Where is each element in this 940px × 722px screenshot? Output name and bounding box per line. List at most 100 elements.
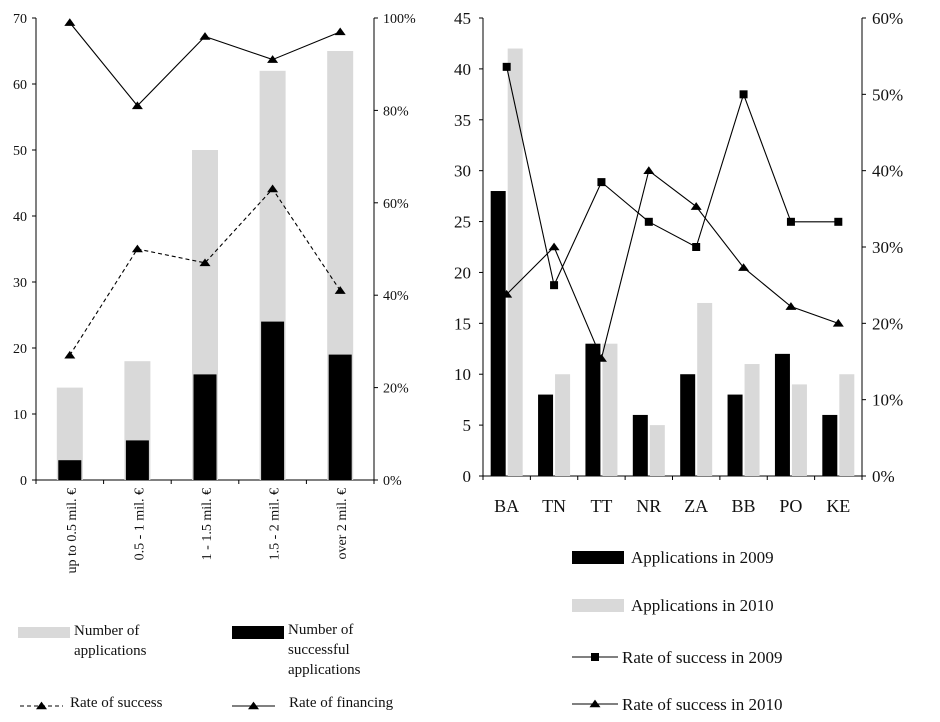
right-chart-success-2010-marker <box>832 318 844 327</box>
right-chart-y2-tick-label: 50% <box>872 85 903 104</box>
right-chart-success-2010-marker <box>690 202 702 210</box>
right-chart-success-2009-marker <box>550 281 559 290</box>
left-chart-success-rate-marker <box>199 258 211 267</box>
right-legend-2009-swatch <box>572 551 624 564</box>
right-chart-y2-tick-label: 60% <box>872 9 903 28</box>
right-chart-2010-bar <box>649 425 665 476</box>
right-chart-success-2010-marker <box>595 354 607 362</box>
left-legend-applications-label: applications <box>74 643 147 659</box>
right-chart-category-label: BB <box>732 496 756 516</box>
right-chart-y-tick-label: 15 <box>454 314 471 333</box>
left-chart-success-rate-marker <box>64 350 76 359</box>
left-chart-financing-rate-marker <box>131 101 143 110</box>
left-chart-successful-bar <box>193 374 217 480</box>
right-chart-category-label: NR <box>636 496 661 516</box>
left-legend-successful-label: applications <box>288 662 361 678</box>
left-chart-category-label: over 2 mil. € <box>335 488 350 560</box>
left-chart-y-tick-label: 70 <box>13 12 27 27</box>
right-chart-y2-tick-label: 10% <box>872 391 903 410</box>
right-legend-success-2009-label: Rate of success in 2009 <box>622 648 783 667</box>
left-chart-y2-tick-label: 40% <box>383 289 409 304</box>
right-chart-2010-bar <box>507 48 523 477</box>
left-chart-y-tick-label: 10 <box>13 408 27 423</box>
right-chart-success-2009-marker <box>502 62 511 71</box>
left-chart-y2-tick-label: 100% <box>383 12 416 27</box>
right-chart-y-tick-label: 40 <box>454 60 471 79</box>
right-chart-2009-bar <box>727 394 743 476</box>
right-chart-category-label: TT <box>590 496 612 516</box>
right-chart-success-2009-marker <box>644 217 653 226</box>
right-legend-success-2010-label: Rate of success in 2010 <box>622 695 783 714</box>
left-legend-successful-swatch <box>232 626 284 639</box>
left-legend-success-marker <box>36 701 47 710</box>
right-chart-y2-tick-label: 30% <box>872 238 903 257</box>
right-chart-y-tick-label: 20 <box>454 263 471 282</box>
right-chart-2009-bar <box>490 191 506 476</box>
left-chart-y2-tick-label: 80% <box>383 104 409 119</box>
right-chart-2009-bar <box>585 343 601 476</box>
right-chart-y2-tick-label: 20% <box>872 314 903 333</box>
right-chart-category-label: ZA <box>684 496 708 516</box>
right-chart-success-2010-marker <box>643 166 655 174</box>
right-chart-success-2009-marker <box>834 217 843 226</box>
right-chart-2009-bar <box>632 414 648 476</box>
left-chart-y-tick-label: 50 <box>13 144 27 159</box>
right-chart-2010-bar <box>839 374 855 476</box>
right-legend-success-2010-marker <box>589 699 601 708</box>
left-chart-financing-rate-marker <box>267 55 279 63</box>
right-chart-2010-bar <box>602 343 618 476</box>
left-legend-successful-label: Number of <box>288 622 353 638</box>
left-chart-y-tick-label: 0 <box>20 474 27 489</box>
left-chart-category-label: 1 - 1.5 mil. € <box>200 488 215 560</box>
left-chart-y2-tick-label: 0% <box>383 474 402 489</box>
right-chart-y-tick-label: 45 <box>454 9 471 28</box>
right-chart-category-label: PO <box>779 496 802 516</box>
right-chart-success-2010-marker <box>501 289 513 298</box>
right-chart-y2-tick-label: 0% <box>872 467 895 486</box>
right-chart-success-2009-marker <box>597 178 606 187</box>
left-chart-financing-rate-marker <box>199 32 211 40</box>
right-chart-success-2009-marker <box>692 243 701 251</box>
right-chart-y-tick-label: 5 <box>463 416 472 435</box>
right-chart-success-2010-marker <box>738 263 750 271</box>
left-chart-category-label: up to 0.5 mil. € <box>65 488 80 574</box>
left-legend-success-label: Rate of success <box>70 695 163 711</box>
left-chart-financing-rate-marker <box>334 27 346 36</box>
right-legend-2010-label: Applications in 2010 <box>631 596 774 615</box>
right-chart-2009-bar <box>774 353 790 476</box>
left-chart-success-rate-marker <box>334 286 346 294</box>
right-chart-2009-bar <box>538 394 554 476</box>
left-chart-y-tick-label: 30 <box>13 276 27 291</box>
right-chart-y-tick-label: 35 <box>454 111 471 130</box>
left-chart-y2-tick-label: 60% <box>383 197 409 212</box>
left-chart: 0 10 20 30 40 50 60 70 0% 20% 40% 60% 80% 100% up to 0… <box>13 12 416 711</box>
right-chart-2009-bar <box>680 374 696 476</box>
right-chart-2010-bar <box>791 384 807 476</box>
right-chart-success-2009-marker <box>786 217 795 226</box>
right-legend-success-2009-marker <box>591 653 599 661</box>
left-chart-category-label: 1.5 - 2 mil. € <box>268 488 283 560</box>
left-chart-successful-bar <box>125 440 149 480</box>
left-legend-applications-label: Number of <box>74 623 139 639</box>
right-legend-2009-label: Applications in 2009 <box>631 548 774 567</box>
left-chart-y-tick-label: 40 <box>13 210 27 225</box>
left-chart-y-tick-label: 60 <box>13 78 27 93</box>
left-legend-financing-marker <box>248 701 259 710</box>
right-chart-2009-bar <box>822 414 838 476</box>
right-chart-2010-bar <box>744 364 760 476</box>
left-chart-successful-bar <box>328 354 352 480</box>
right-chart-y-tick-label: 30 <box>454 162 471 181</box>
right-chart-y-tick-label: 10 <box>454 365 471 384</box>
left-chart-success-rate-marker <box>267 184 279 193</box>
left-chart-successful-bar <box>58 460 82 480</box>
left-chart-successful-bar <box>261 321 285 480</box>
right-chart-success-2009-marker <box>739 90 748 99</box>
right-chart-category-label: BA <box>494 496 519 516</box>
right-chart-success-2009-line <box>506 66 839 287</box>
left-legend-successful-label: successful <box>288 642 350 658</box>
left-legend-financing-label: Rate of financing <box>289 695 394 711</box>
right-chart-y2-tick-label: 40% <box>872 162 903 181</box>
right-chart-y-tick-label: 25 <box>454 213 471 232</box>
